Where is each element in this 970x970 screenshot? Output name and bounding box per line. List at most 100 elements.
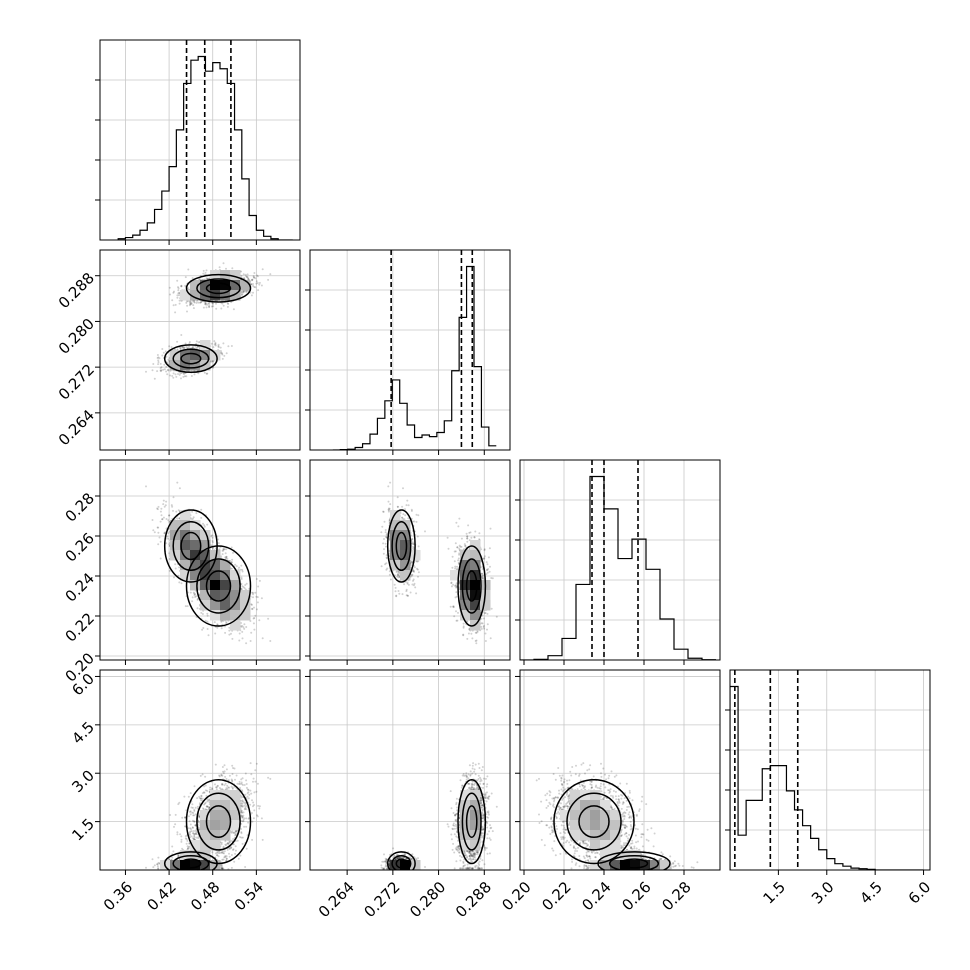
sample-point [253,628,256,631]
sample-point [238,566,241,569]
sample-point [242,273,245,276]
sample-point [212,360,215,363]
density-cell [200,350,211,361]
panel-2-0 [95,459,301,665]
sample-point [201,613,204,615]
sample-point [245,291,248,294]
sample-point [168,514,171,517]
sample-point [217,346,220,349]
sample-point [204,619,207,622]
sample-point [221,357,224,360]
sample-point [222,548,225,551]
panel-frame [309,249,511,451]
sample-point [241,625,244,627]
sample-point [183,347,186,349]
sample-point [168,286,171,289]
sample-point [250,283,253,286]
sample-point [253,272,256,274]
sample-point [202,522,204,525]
density-cell [200,280,211,291]
sample-point [221,352,224,355]
sample-point [152,363,155,365]
sample-point [190,302,193,305]
sample-point [157,356,160,359]
sample-point [177,509,180,512]
sample-point [201,628,204,631]
sample-point [168,363,171,366]
sample-point [193,300,196,303]
sample-point [205,269,208,272]
sample-point [235,565,238,568]
contour-1-1 [196,278,241,299]
sample-point [211,536,214,539]
sample-point [230,345,233,347]
sample-point [198,278,201,281]
sample-point [200,516,203,519]
sample-point [145,370,147,373]
sample-point [157,361,160,364]
sample-point [247,278,250,281]
sample-point [222,304,225,307]
sample-point [194,596,197,598]
sample-point [245,582,248,585]
sample-point [227,303,230,305]
sample-point [166,373,169,376]
sample-point [174,563,177,566]
sample-point [217,345,220,348]
sample-point [184,342,187,345]
sample-point [168,363,171,366]
sample-point [192,307,195,310]
sample-point [228,629,231,632]
sample-point [245,626,248,628]
sample-point [250,603,253,606]
sample-point [261,268,264,271]
sample-point [240,293,243,296]
sample-point [225,555,228,558]
density-cell [210,350,221,361]
sample-point [222,342,225,345]
sample-point [247,277,249,280]
sample-point [177,289,180,292]
sample-point [168,521,171,523]
sample-point [178,373,181,376]
sample-point [196,607,199,610]
sample-point [206,303,209,306]
sample-point [192,304,195,307]
sample-point [230,632,232,635]
sample-point [204,303,207,306]
sample-point [219,346,222,349]
sample-point [222,262,225,265]
sample-point [218,548,221,551]
sample-point [203,525,206,528]
sample-point [189,303,192,306]
sample-point [185,345,188,348]
sample-point [240,274,243,277]
sample-point [161,518,164,521]
sample-point [172,376,175,379]
sample-point [161,348,164,350]
sample-point [208,302,211,305]
sample-point [240,576,243,579]
sample-point [156,526,159,529]
sample-point [205,372,208,375]
sample-point [156,508,159,511]
sample-point [241,585,244,588]
sample-point [180,285,183,288]
density-cell [210,290,221,301]
sample-point [242,290,245,293]
sample-point [241,568,244,571]
sample-point [207,634,210,637]
sample-point [240,588,243,591]
sample-point [162,499,165,502]
sample-point [256,596,259,599]
sample-point [188,345,191,348]
sample-point [185,301,188,304]
density-cell [170,360,181,371]
sample-point [175,375,178,378]
sample-point [251,278,254,281]
sample-point [170,504,173,507]
sample-point [240,291,243,294]
contour-0-1 [172,348,210,369]
sample-point [206,612,209,615]
sample-point [249,640,252,642]
